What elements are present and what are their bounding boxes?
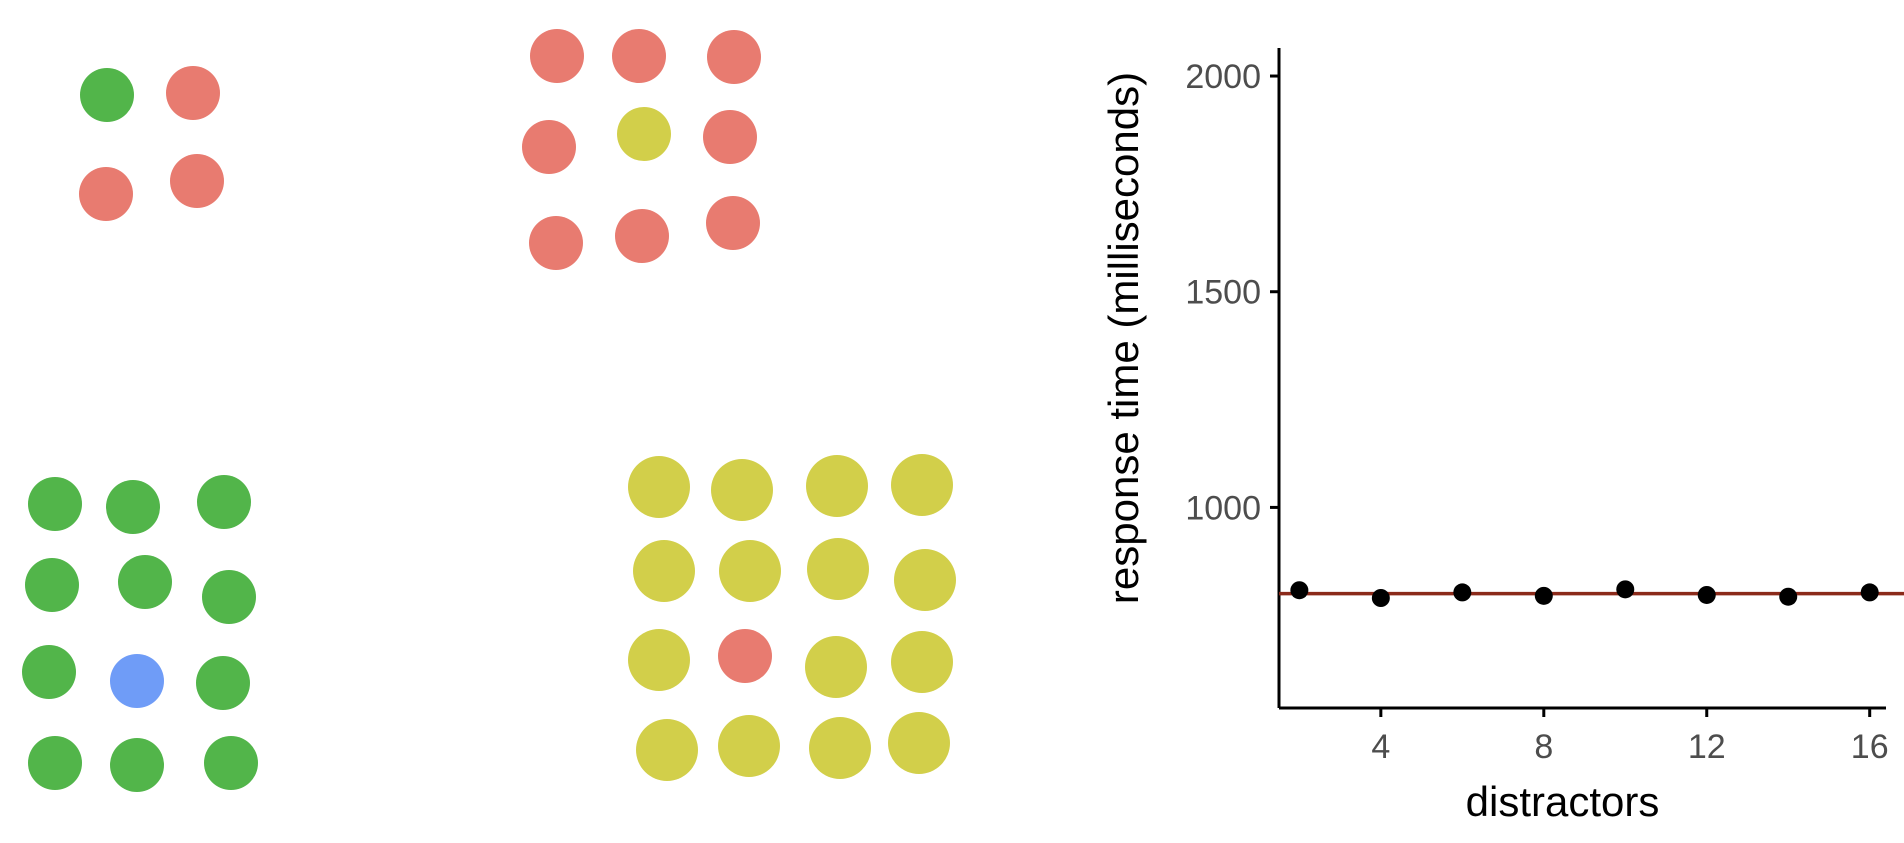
display-top-middle-dot-red	[707, 30, 761, 84]
display-bottom-middle-dot-yellow	[806, 455, 868, 517]
data-point	[1616, 580, 1635, 599]
data-point	[1697, 585, 1716, 604]
display-top-middle-dot-red	[615, 209, 669, 263]
display-bottom-middle-dot-yellow	[718, 715, 780, 777]
display-bottom-left-dot-green	[118, 555, 172, 609]
x-tick-label: 16	[1851, 728, 1889, 766]
display-bottom-middle-dot-yellow	[719, 540, 781, 602]
display-bottom-middle-dot-yellow	[888, 712, 950, 774]
data-points	[1290, 580, 1879, 607]
display-bottom-middle-dot-yellow	[636, 719, 698, 781]
display-bottom-left-dot-green	[22, 645, 76, 699]
display-bottom-middle-dot-yellow	[805, 636, 867, 698]
display-top-left	[79, 66, 224, 221]
display-bottom-left-dot-green	[202, 570, 256, 624]
display-bottom-middle-dot-yellow	[891, 631, 953, 693]
display-top-middle-dot-red	[530, 29, 584, 83]
display-bottom-left-dot-green	[110, 738, 164, 792]
display-bottom-middle-dot-yellow	[894, 549, 956, 611]
display-top-middle-dot-red	[706, 196, 760, 250]
display-bottom-left-dot-green	[28, 736, 82, 790]
display-top-left-dot-red	[79, 167, 133, 221]
display-bottom-left-dot-green	[197, 475, 251, 529]
display-bottom-middle-dot-yellow	[633, 540, 695, 602]
y-tick-label: 1000	[1185, 489, 1261, 527]
x-tick-label: 12	[1688, 728, 1726, 766]
display-bottom-middle	[628, 454, 956, 781]
display-bottom-left	[22, 475, 258, 792]
display-bottom-middle-dot-red	[718, 629, 772, 683]
data-point	[1534, 586, 1553, 605]
display-top-middle-dot-red	[522, 120, 576, 174]
y-ticks: 1000 1500 2000	[1185, 58, 1279, 527]
display-top-left-dot-red	[166, 66, 220, 120]
data-point	[1779, 587, 1798, 606]
data-point	[1860, 583, 1879, 602]
display-top-middle	[522, 29, 761, 270]
display-bottom-left-dot-green	[204, 736, 258, 790]
display-bottom-left-dot-green	[196, 656, 250, 710]
chart-axes	[1277, 48, 1886, 710]
x-ticks: 4 8 12 16	[1371, 708, 1889, 766]
display-bottom-middle-dot-yellow	[809, 717, 871, 779]
y-axis-label: response time (milliseconds)	[1100, 72, 1147, 604]
display-top-middle-dot-yellow	[617, 107, 671, 161]
y-tick-label: 1500	[1185, 274, 1261, 312]
data-point	[1453, 583, 1472, 602]
display-bottom-middle-dot-yellow	[807, 538, 869, 600]
display-bottom-middle-dot-yellow	[891, 454, 953, 516]
data-point	[1290, 581, 1309, 600]
display-bottom-left-dot-blue	[110, 654, 164, 708]
x-tick-label: 4	[1371, 728, 1390, 766]
display-top-left-dot-red	[170, 154, 224, 208]
x-axis-label: distractors	[1466, 778, 1660, 825]
x-tick-label: 8	[1534, 728, 1553, 766]
data-point	[1371, 589, 1390, 607]
display-bottom-middle-dot-yellow	[711, 459, 773, 521]
display-top-middle-dot-red	[529, 216, 583, 270]
y-tick-label: 2000	[1185, 58, 1261, 96]
display-top-left-dot-green	[80, 68, 134, 122]
display-bottom-left-dot-green	[28, 477, 82, 531]
display-bottom-left-dot-green	[106, 480, 160, 534]
display-top-middle-dot-red	[703, 110, 757, 164]
display-bottom-middle-dot-yellow	[628, 456, 690, 518]
display-bottom-left-dot-green	[25, 558, 79, 612]
display-bottom-middle-dot-yellow	[628, 629, 690, 691]
display-top-middle-dot-red	[612, 29, 666, 83]
